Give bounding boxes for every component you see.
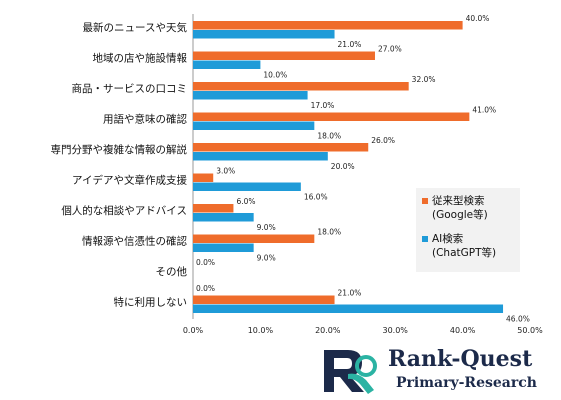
data-label: 3.0% [216,167,235,176]
data-label: 26.0% [371,136,395,145]
data-label: 17.0% [311,101,335,110]
bars-group: 40.0% 21.0% 27.0% 10.0% 32.0% 17.0% 41.0% 18.0%… [193,14,530,324]
bar-ai-search [193,243,254,252]
data-label: 0.0% [196,258,215,267]
data-label: 9.0% [257,223,276,232]
data-label: 0.0% [196,284,215,293]
bar-ai-search [193,30,335,39]
x-tick-label: 30.0% [382,326,408,335]
data-label: 18.0% [317,132,341,141]
data-label: 32.0% [412,75,436,84]
legend-entry: AI検索 [432,232,463,245]
x-tick-label: 50.0% [517,326,543,335]
data-label: 46.0% [506,315,530,324]
legend-swatch [422,198,428,204]
brand-subtitle: Primary-Research [396,375,537,391]
data-label: 40.0% [466,14,490,23]
data-label: 16.0% [304,193,328,202]
data-label: 21.0% [338,289,362,298]
category-label: その他 [156,265,188,278]
legend-swatch [422,236,428,242]
category-label: 個人的な相談やアドバイス [61,204,187,217]
bar-traditional-search [193,82,409,91]
bar-traditional-search [193,173,214,182]
brand-name: Rank-Quest [388,346,533,372]
x-tick-label: 0.0% [183,326,204,335]
bar-traditional-search [193,143,369,152]
legend: 従来型検索(Google等) AI検索(ChatGPT等) [416,188,520,272]
category-label: 特に利用しない [114,297,188,309]
legend-entry: 従来型検索 [432,194,485,207]
data-label: 6.0% [236,197,255,206]
bar-ai-search [193,91,308,100]
bar-ai-search [193,60,261,69]
bar-traditional-search [193,295,335,304]
bar-chart: 0.0% 10.0% 20.0% 30.0% 40.0% 50.0% 最新のニュースや天気地… [51,14,543,335]
data-label: 20.0% [331,162,355,171]
bar-ai-search [193,213,254,222]
x-tick-label: 10.0% [248,326,274,335]
bar-traditional-search [193,234,315,243]
legend-box [416,188,520,272]
data-label: 21.0% [338,40,362,49]
data-label: 9.0% [257,254,276,263]
x-tick-label: 40.0% [450,326,476,335]
category-label: 用語や意味の確認 [103,113,187,126]
category-label: 最新のニュースや天気 [83,21,188,34]
bar-ai-search [193,182,301,191]
category-label: アイデアや文章作成支援 [72,174,187,187]
bar-traditional-search [193,112,470,121]
bar-traditional-search [193,51,375,60]
category-label: 地域の店や施設情報 [93,52,188,65]
legend-entry: (Google等) [432,208,488,221]
data-label: 10.0% [263,71,287,80]
data-label: 27.0% [378,45,402,54]
brand-logo: Rank-Quest Primary-Research [318,344,558,398]
category-label: 情報源や信憑性の確認 [82,235,187,248]
data-label: 41.0% [472,106,496,115]
bar-ai-search [193,121,315,130]
data-label: 18.0% [317,228,341,237]
category-label: 商品・サービスの口コミ [72,82,188,95]
legend-entry: (ChatGPT等) [432,246,496,259]
axis-group: 0.0% 10.0% 20.0% 30.0% 40.0% 50.0% 最新のニュースや天気地… [51,14,543,335]
category-label: 専門分野や複雑な情報の解説 [51,143,188,156]
bar-traditional-search [193,21,463,30]
bar-traditional-search [193,204,234,213]
bar-ai-search [193,152,328,161]
rq-logo-icon [324,350,377,394]
x-tick-label: 20.0% [315,326,341,335]
bar-ai-search [193,304,504,313]
